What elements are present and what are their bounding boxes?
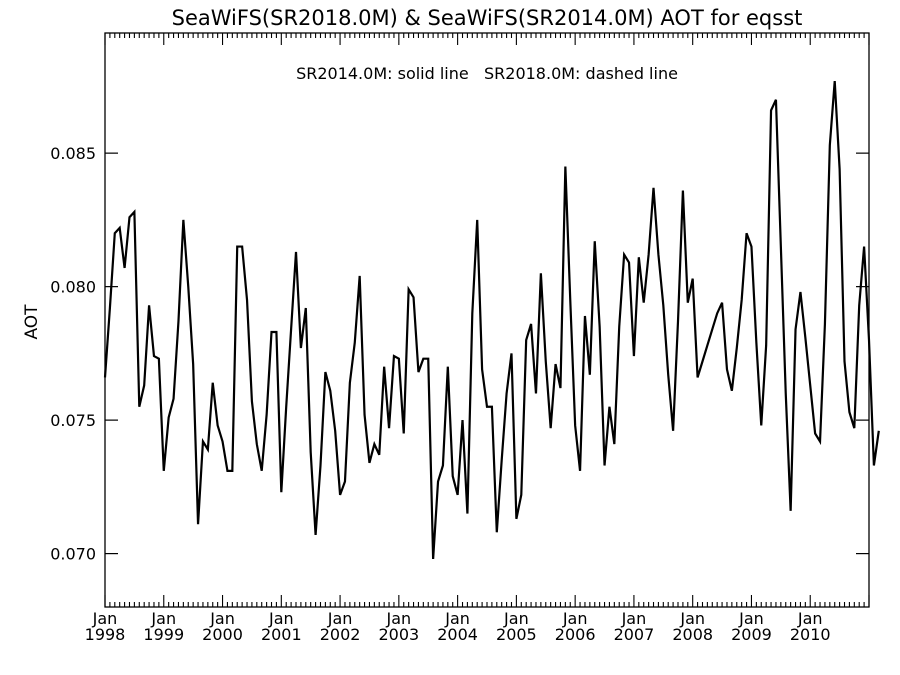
x-tick-year-label: 2001: [261, 625, 302, 644]
x-tick-month-label: Jan: [386, 609, 412, 628]
x-tick-month-label: Jan: [562, 609, 588, 628]
x-tick-year-label: 2007: [614, 625, 655, 644]
chart-title: SeaWiFS(SR2018.0M) & SeaWiFS(SR2014.0M) …: [172, 6, 803, 30]
x-tick-month-label: Jan: [679, 609, 705, 628]
x-tick-year-label: 2004: [437, 625, 478, 644]
y-axis-label: AOT: [22, 304, 42, 340]
x-tick-month-label: Jan: [327, 609, 353, 628]
x-tick-month-label: Jan: [444, 609, 470, 628]
x-tick-month-label: Jan: [738, 609, 764, 628]
x-axis-ticks: Jan1998Jan1999Jan2000Jan2001Jan2002Jan20…: [85, 33, 870, 644]
x-tick-year-label: 1998: [85, 625, 126, 644]
x-tick-year-label: 2002: [320, 625, 361, 644]
x-tick-year-label: 1999: [143, 625, 184, 644]
y-tick-label: 0.070: [50, 545, 96, 564]
x-tick-year-label: 2010: [790, 625, 831, 644]
x-tick-year-label: 2005: [496, 625, 537, 644]
x-tick-month-label: Jan: [268, 609, 294, 628]
x-tick-month-label: Jan: [92, 609, 118, 628]
y-tick-label: 0.080: [50, 278, 96, 297]
x-tick-year-label: 2008: [672, 625, 713, 644]
y-tick-label: 0.085: [50, 144, 96, 163]
x-tick-month-label: Jan: [621, 609, 647, 628]
x-tick-month-label: Jan: [209, 609, 235, 628]
x-tick-month-label: Jan: [797, 609, 823, 628]
x-tick-year-label: 2009: [731, 625, 772, 644]
y-axis-ticks: 0.070 0.075 0.080 0.085: [50, 144, 869, 564]
series-layer: [103, 80, 880, 560]
x-tick-year-label: 2000: [202, 625, 243, 644]
line-style-annotation: SR2014.0M: solid line SR2018.0M: dashed …: [296, 64, 678, 83]
x-tick-month-label: Jan: [503, 609, 529, 628]
series-line-solid: [103, 80, 880, 560]
x-tick-month-label: Jan: [150, 609, 176, 628]
y-tick-label: 0.075: [50, 411, 96, 430]
x-tick-year-label: 2006: [555, 625, 596, 644]
x-tick-year-label: 2003: [378, 625, 419, 644]
